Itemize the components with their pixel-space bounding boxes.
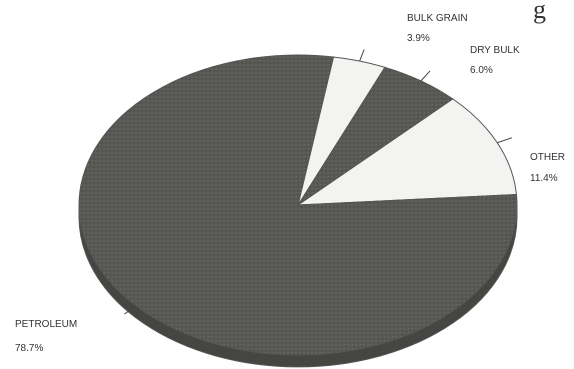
slice-pct-bulk-grain: 3.9% — [407, 33, 430, 44]
leader-line-petroleum — [124, 305, 137, 315]
slice-pct-other: 11.4% — [530, 173, 558, 184]
pie-leader-lines — [124, 49, 512, 315]
slice-label-bulk-grain: BULK GRAIN — [407, 13, 468, 24]
pie-slice-texture-dry-bulk — [298, 67, 453, 205]
slice-label-dry-bulk: DRY BULK — [470, 45, 520, 56]
leader-line-dry-bulk — [420, 70, 431, 82]
slice-pct-dry-bulk: 6.0% — [470, 65, 493, 76]
pie-slice-texture-petroleum — [79, 55, 518, 355]
pie-slice-other — [296, 98, 518, 206]
leader-line-other — [497, 137, 512, 144]
title-fragment: g — [533, 0, 546, 24]
slice-pct-petroleum: 78.7% — [15, 343, 43, 354]
slice-label-other: OTHER — [530, 152, 565, 163]
leader-line-bulk-grain — [359, 49, 365, 62]
slice-label-petroleum: PETROLEUM — [15, 319, 77, 330]
pie-texture — [79, 55, 518, 355]
